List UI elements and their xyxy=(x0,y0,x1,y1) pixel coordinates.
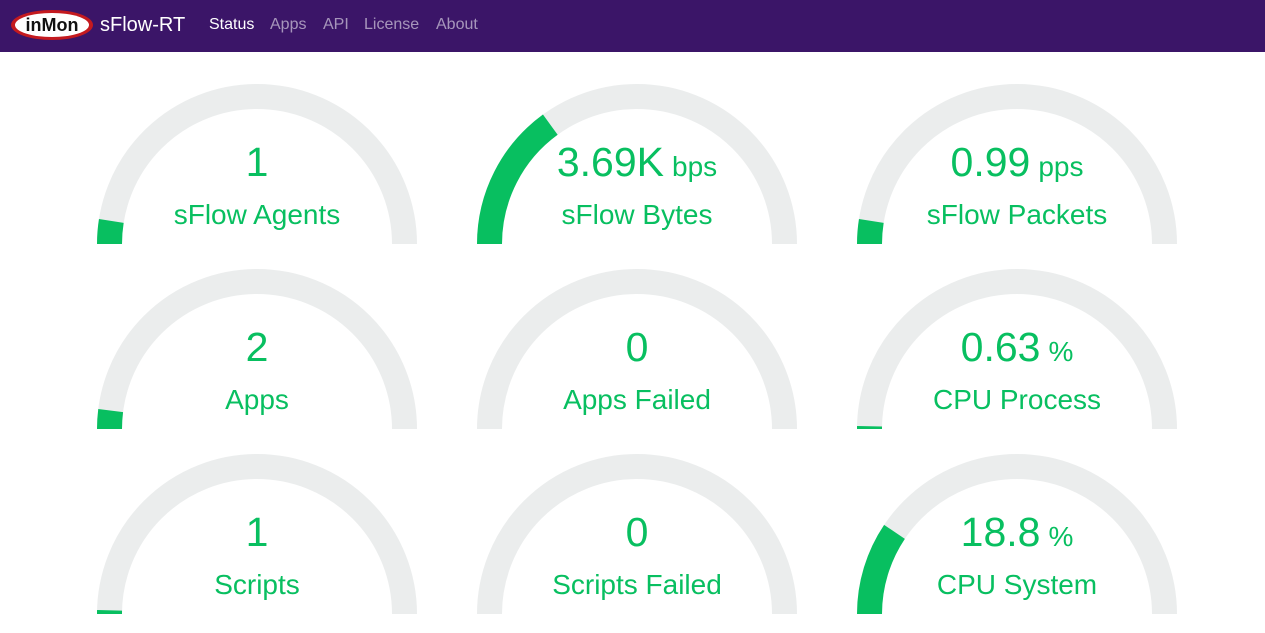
gauge-number: 1 xyxy=(245,509,269,555)
gauge-number: 0 xyxy=(625,509,649,555)
gauge-label: Scripts xyxy=(214,569,300,600)
gauge-value: 1 xyxy=(67,510,447,564)
gauge-apps: 2 Apps xyxy=(67,259,447,430)
gauge-arc-apps xyxy=(96,269,417,430)
gauge-label: Apps Failed xyxy=(563,384,711,415)
gauge-track xyxy=(857,84,1177,245)
gauge-sflow-packets: 0.99 pps sFlow Packets xyxy=(827,74,1207,245)
gauge-track xyxy=(857,269,1177,430)
gauge-fill xyxy=(96,408,124,430)
gauge-label: CPU System xyxy=(936,569,1098,600)
gauge-cpu-system: 18.8% CPU System xyxy=(827,444,1207,615)
gauge-arc-sflow-bytes xyxy=(477,84,797,245)
gauge-number: 0.99 xyxy=(950,139,1031,185)
gauge-value: 18.8% xyxy=(827,510,1207,564)
gauge-value: 3.69K bps xyxy=(447,140,827,194)
gauge-label: Scripts Failed xyxy=(552,569,722,600)
nav-apps[interactable]: Apps xyxy=(270,16,307,33)
gauge-unit: bps xyxy=(672,151,718,182)
gauge-scripts-failed: 0 Scripts Failed xyxy=(447,444,827,615)
gauge-unit: pps xyxy=(1038,151,1084,182)
gauge-sflow-agents: 1 sFlow Agents xyxy=(67,74,447,245)
gauge-number: 1 xyxy=(245,139,269,185)
gauge-arc-apps-failed xyxy=(477,269,797,430)
gauge-cpu-process: 0.63% CPU Process xyxy=(827,259,1207,430)
gauge-arc-cpu-system xyxy=(857,454,1177,615)
gauge-track xyxy=(477,454,797,615)
gauge-value: 0.63% xyxy=(827,325,1207,379)
gauge-number: 2 xyxy=(245,324,269,370)
gauge-unit: % xyxy=(1048,521,1074,552)
nav-about[interactable]: About xyxy=(436,16,478,33)
gauge-unit: % xyxy=(1048,336,1074,367)
gauge-arc-sflow-agents xyxy=(97,84,417,245)
gauge-track xyxy=(97,454,417,615)
brand-link[interactable]: sFlow-RT xyxy=(100,14,186,36)
gauge-arc-sflow-packets xyxy=(857,84,1177,245)
inmon-logo[interactable]: inMon xyxy=(10,9,94,41)
gauge-arc-scripts xyxy=(97,454,417,615)
gauge-label: sFlow Packets xyxy=(926,199,1108,230)
navbar: inMon sFlow-RT Status Apps API License A… xyxy=(0,0,1265,52)
gauge-track xyxy=(97,269,417,430)
gauge-number: 0 xyxy=(625,324,649,370)
gauge-sflow-bytes: 3.69K bps sFlow Bytes xyxy=(447,74,827,245)
nav-status[interactable]: Status xyxy=(209,16,255,33)
gauge-apps-failed: 0 Apps Failed xyxy=(447,259,827,430)
gauge-number: 18.8 xyxy=(960,509,1041,555)
gauge-track xyxy=(477,269,797,430)
gauge-value: 0 xyxy=(447,325,827,379)
gauge-label: sFlow Agents xyxy=(173,199,341,230)
gauge-fill xyxy=(97,218,124,245)
gauge-arc-cpu-process xyxy=(857,269,1177,430)
gauge-value: 2 xyxy=(67,325,447,379)
gauge-label: sFlow Bytes xyxy=(561,199,713,230)
nav-license[interactable]: License xyxy=(364,16,420,33)
gauge-fill xyxy=(477,114,558,245)
gauge-arc-scripts-failed xyxy=(477,454,797,615)
gauge-number: 3.69K xyxy=(556,139,664,185)
gauge-track xyxy=(97,84,417,245)
gauge-value: 1 xyxy=(67,140,447,194)
gauge-fill xyxy=(857,524,906,615)
gauge-value: 0.99 pps xyxy=(827,140,1207,194)
gauge-scripts: 1 Scripts xyxy=(67,444,447,615)
nav-api[interactable]: API xyxy=(323,16,349,33)
logo-text: inMon xyxy=(26,15,79,35)
gauge-label: Apps xyxy=(225,384,289,415)
gauge-value: 0 xyxy=(447,510,827,564)
gauge-fill xyxy=(857,218,884,245)
gauge-number: 0.63 xyxy=(960,324,1041,370)
gauge-label: CPU Process xyxy=(932,384,1102,415)
